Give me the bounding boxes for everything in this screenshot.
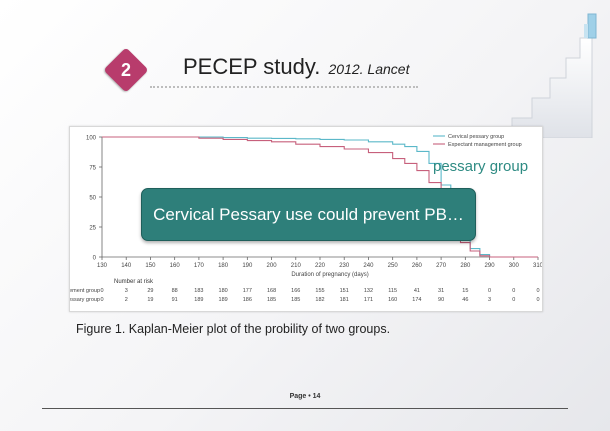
- risk-value: 15: [462, 288, 468, 294]
- risk-value: 0: [536, 288, 539, 294]
- slide-title-main: PECEP study.: [183, 54, 321, 79]
- risk-value: 2: [125, 297, 128, 303]
- risk-value: 160: [388, 297, 397, 303]
- legend-label: Cervical pessary group: [448, 134, 504, 140]
- x-tick-label: 160: [170, 263, 181, 269]
- x-axis-label: Duration of pregnancy (days): [291, 272, 368, 278]
- risk-value: 0: [512, 297, 515, 303]
- risk-value: 3: [125, 288, 128, 294]
- risk-value: 90: [438, 297, 444, 303]
- slide-title-citation: 2012. Lancet: [328, 61, 410, 77]
- risk-value: 0: [488, 288, 491, 294]
- page-number: Page • 14: [289, 393, 321, 400]
- risk-value: 0: [512, 288, 515, 294]
- series-line-expectant: [102, 136, 538, 258]
- risk-row-label: Cervical pessary group: [70, 297, 100, 303]
- risk-value: 19: [147, 297, 153, 303]
- x-tick-label: 240: [363, 263, 374, 269]
- pessary-group-annotation: pessary group: [433, 158, 529, 175]
- risk-table-header: Number at risk: [114, 279, 154, 285]
- staircase-decoration-icon: [511, 13, 597, 138]
- slide-number-badge: 2: [120, 60, 131, 80]
- legend-label: Expectant management group: [448, 142, 522, 148]
- risk-value: 177: [243, 288, 252, 294]
- risk-value: 168: [267, 288, 276, 294]
- x-tick-label: 290: [485, 263, 496, 269]
- risk-value: 29: [147, 288, 153, 294]
- x-tick-label: 140: [121, 263, 132, 269]
- risk-value: 155: [315, 288, 324, 294]
- y-tick-label: 100: [86, 136, 97, 142]
- x-tick-label: 190: [242, 263, 253, 269]
- footer-divider: [42, 408, 568, 409]
- x-tick-label: 130: [97, 263, 108, 269]
- conclusion-callout: Cervical Pessary use could prevent PB…: [141, 188, 476, 241]
- figure-caption: Figure 1. Kaplan-Meier plot of the probi…: [76, 322, 391, 336]
- risk-value: 91: [172, 297, 178, 303]
- risk-value: 41: [414, 288, 420, 294]
- risk-value: 3: [488, 297, 491, 303]
- risk-value: 185: [291, 297, 300, 303]
- risk-value: 174: [412, 297, 421, 303]
- risk-value: 189: [219, 297, 228, 303]
- risk-value: 88: [172, 288, 178, 294]
- x-tick-label: 220: [315, 263, 326, 269]
- risk-value: 183: [194, 288, 203, 294]
- risk-value: 0: [100, 288, 103, 294]
- risk-value: 171: [364, 297, 373, 303]
- risk-row-label: Expectant management group: [70, 288, 100, 294]
- risk-value: 132: [364, 288, 373, 294]
- risk-value: 181: [340, 297, 349, 303]
- x-tick-label: 300: [509, 263, 520, 269]
- title-divider: [150, 86, 418, 88]
- risk-value: 166: [291, 288, 300, 294]
- x-tick-label: 200: [267, 263, 278, 269]
- risk-value: 189: [194, 297, 203, 303]
- x-tick-label: 170: [194, 263, 205, 269]
- y-tick-label: 0: [93, 256, 97, 262]
- risk-value: 0: [536, 297, 539, 303]
- risk-value: 182: [315, 297, 324, 303]
- risk-value: 186: [243, 297, 252, 303]
- x-tick-label: 150: [145, 263, 156, 269]
- y-tick-label: 50: [89, 196, 96, 202]
- risk-value: 0: [100, 297, 103, 303]
- risk-value: 180: [219, 288, 228, 294]
- x-tick-label: 270: [436, 263, 447, 269]
- risk-value: 185: [267, 297, 276, 303]
- x-tick-label: 260: [412, 263, 423, 269]
- x-tick-label: 250: [388, 263, 399, 269]
- y-tick-label: 25: [89, 226, 96, 232]
- risk-value: 31: [438, 288, 444, 294]
- x-tick-label: 180: [218, 263, 229, 269]
- x-tick-label: 230: [339, 263, 350, 269]
- risk-value: 115: [388, 288, 397, 294]
- y-tick-label: 75: [89, 166, 96, 172]
- x-tick-label: 310: [533, 263, 542, 269]
- x-tick-label: 210: [291, 263, 302, 269]
- x-tick-label: 280: [460, 263, 471, 269]
- slide-title: PECEP study. 2012. Lancet: [183, 54, 409, 80]
- risk-value: 151: [340, 288, 349, 294]
- risk-value: 46: [462, 297, 468, 303]
